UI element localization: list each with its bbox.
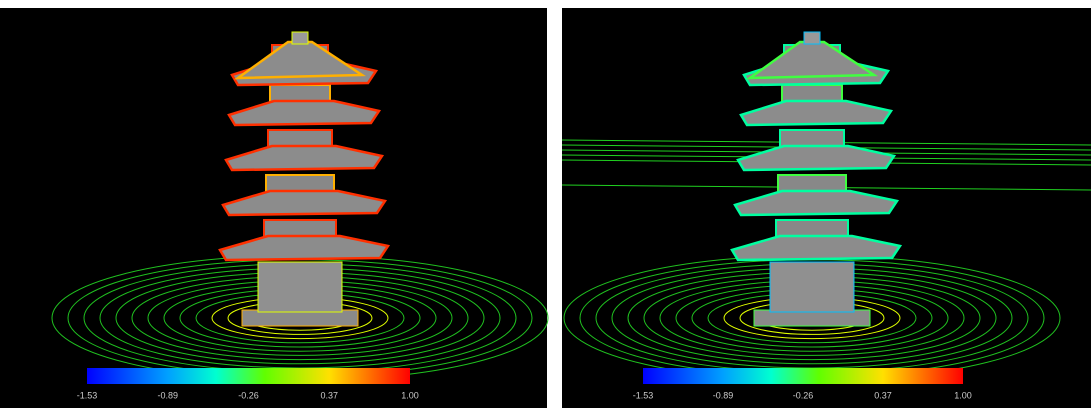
colorbar-label: -0.89 bbox=[713, 390, 734, 400]
colorbar bbox=[643, 368, 963, 384]
colorbar-label: 1.00 bbox=[954, 390, 972, 400]
pagoda-roof bbox=[730, 234, 903, 262]
colorbar-label: -1.53 bbox=[77, 390, 98, 400]
right-panel: -1.53 -0.89 -0.26 0.37 1.00 bbox=[561, 8, 1091, 408]
pagoda-roof bbox=[224, 144, 385, 172]
colorbar-label: 0.37 bbox=[874, 390, 892, 400]
pagoda-roof bbox=[221, 189, 388, 217]
pagoda-roof bbox=[733, 189, 900, 217]
pagoda-spire bbox=[803, 31, 821, 45]
pagoda-roof bbox=[736, 144, 897, 172]
pagoda-base bbox=[257, 261, 343, 313]
pagoda-roof bbox=[218, 234, 391, 262]
pagoda-spire bbox=[291, 31, 309, 45]
colorbar-label: 1.00 bbox=[401, 390, 419, 400]
pagoda-roof bbox=[227, 99, 382, 127]
left-panel: -1.53 -0.89 -0.26 0.37 1.00 bbox=[0, 8, 549, 408]
colorbar-label: -0.26 bbox=[238, 390, 259, 400]
colorbar-label: -1.53 bbox=[633, 390, 654, 400]
colorbar-label: 0.37 bbox=[320, 390, 338, 400]
colorbar-label: -0.89 bbox=[157, 390, 178, 400]
pagoda-base bbox=[769, 261, 855, 313]
colorbar bbox=[87, 368, 410, 384]
colorbar-label: -0.26 bbox=[793, 390, 814, 400]
pagoda-roof bbox=[739, 99, 894, 127]
